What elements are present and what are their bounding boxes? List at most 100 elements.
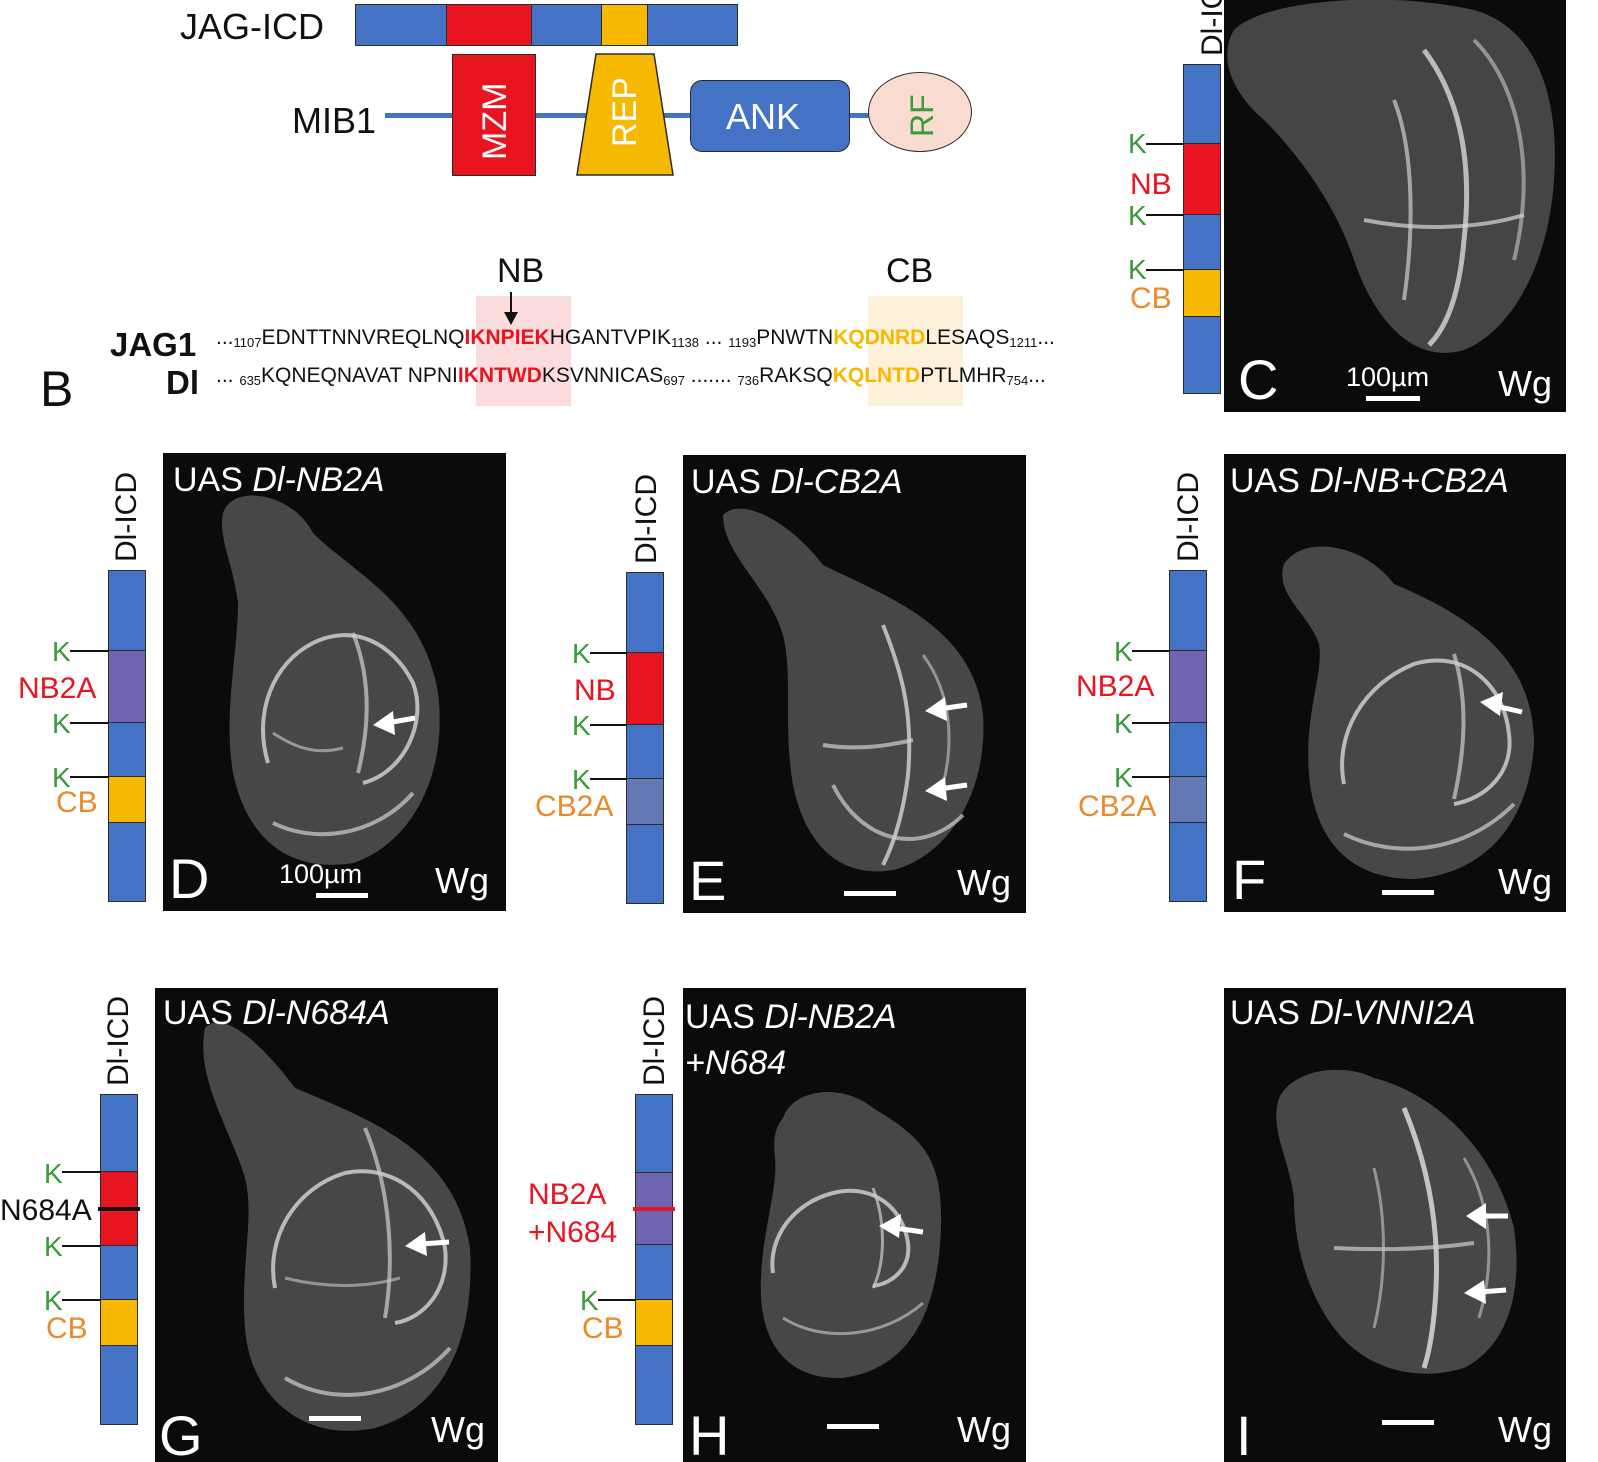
k-marker: K xyxy=(1128,200,1147,231)
panel-title-e: UAS Dl-CB2A xyxy=(691,463,903,501)
k-tick xyxy=(598,1299,636,1301)
arrow-icon xyxy=(925,777,968,801)
k-marker: K xyxy=(1114,708,1133,739)
wing-disc-g xyxy=(203,1022,471,1431)
wing-disc-image-i: UAS Dl-VNNI2A I Wg xyxy=(1224,988,1566,1462)
jag-icd-seg-yellow xyxy=(601,4,648,46)
cb-label: CB xyxy=(56,786,98,819)
scale-bar xyxy=(844,891,896,896)
scale-bar xyxy=(309,1416,361,1421)
dl-icd-vertical-label: Dl-ICD xyxy=(638,996,671,1086)
cb2a-label: CB2A xyxy=(535,790,614,823)
k-tick xyxy=(62,1171,101,1173)
bar-g-seg-3 xyxy=(100,1345,138,1425)
k-tick xyxy=(1146,214,1184,216)
k-tick xyxy=(1146,269,1184,271)
bar-e-cb2a xyxy=(626,778,664,825)
bar-c-seg-1 xyxy=(1183,64,1221,144)
k-marker: K xyxy=(572,710,591,741)
panel-letter-i: I xyxy=(1236,1404,1252,1462)
k-tick xyxy=(590,724,627,726)
scale-bar xyxy=(1382,890,1434,895)
rep-label: REP xyxy=(606,77,644,147)
k-tick xyxy=(1132,650,1170,652)
k-marker: K xyxy=(580,1285,599,1316)
bar-c-seg-3 xyxy=(1183,316,1221,394)
nb2a-label: NB2A xyxy=(18,672,97,705)
arrow-icon xyxy=(405,1232,450,1256)
jag-icd-seg-red xyxy=(446,4,532,46)
panel-letter-e: E xyxy=(689,849,727,912)
mib1-label: MIB1 xyxy=(292,100,377,141)
bar-f-cb2a xyxy=(1169,776,1207,823)
scale-bar-label: 100µm xyxy=(1346,362,1430,392)
bar-c-cb xyxy=(1183,269,1221,317)
panel-letter-c: C xyxy=(1238,348,1279,411)
k-marker: K xyxy=(52,708,71,739)
n684a-mark xyxy=(98,1207,140,1211)
k-marker: K xyxy=(1128,128,1147,159)
k-marker: K xyxy=(1114,636,1133,667)
dl-sequence: ... 635KQNEQNAVAT NPNIIKNTWDKSVNNICAS697… xyxy=(216,364,1046,388)
nb-label: NB xyxy=(574,674,616,707)
arrow-icon xyxy=(1480,692,1523,716)
cb-label: CB xyxy=(46,1312,88,1345)
cb-label: CB xyxy=(1130,282,1172,315)
k-marker: K xyxy=(572,638,591,669)
bar-c-seg-2 xyxy=(1183,214,1221,270)
dl-label: Dl xyxy=(166,364,199,401)
jag1-label: JAG1 xyxy=(110,326,197,363)
wing-disc-e xyxy=(723,508,984,872)
nb-highlight xyxy=(476,296,571,406)
wing-disc-image-e: UAS Dl-CB2A E Wg xyxy=(683,455,1026,913)
jag-icd-label: JAG-ICD xyxy=(180,6,324,47)
bar-e-seg-3 xyxy=(626,824,664,904)
bar-f-nb2a xyxy=(1169,650,1207,723)
panel-letter-d: D xyxy=(169,847,210,910)
k-tick xyxy=(1132,776,1170,778)
k-marker: K xyxy=(52,762,71,793)
cb-header: CB xyxy=(886,252,934,290)
wing-disc-image-c: C 100µm Wg xyxy=(1224,0,1566,412)
arrow-icon xyxy=(1464,1280,1507,1304)
panel-title-d: UAS Dl-NB2A xyxy=(173,461,385,499)
bar-f-seg-1 xyxy=(1169,570,1207,651)
panel-title-f: UAS Dl-NB+CB2A xyxy=(1230,462,1509,500)
scale-bar xyxy=(1366,396,1420,401)
ank-label: ANK xyxy=(726,96,801,137)
wing-disc-c xyxy=(1227,0,1555,353)
bar-d-seg-3 xyxy=(108,822,146,902)
arrow-icon xyxy=(925,697,968,721)
rep-domain xyxy=(576,53,674,176)
nb2a-label: NB2A xyxy=(528,1178,607,1211)
bar-h-cb xyxy=(635,1299,673,1346)
panel-letter-h: H xyxy=(689,1404,730,1462)
panel-letter-b: B xyxy=(40,361,74,417)
wing-disc-image-d: UAS Dl-NB2A D 100µm Wg xyxy=(163,453,506,911)
stain-label: Wg xyxy=(431,1409,485,1450)
cb-highlight xyxy=(868,296,963,406)
k-tick xyxy=(70,722,109,724)
jag-icd-seg-2 xyxy=(531,4,602,46)
k-tick xyxy=(62,1299,101,1301)
wing-disc-image-g: UAS Dl-N684A G Wg xyxy=(155,988,498,1462)
bar-f-seg-3 xyxy=(1169,822,1207,902)
bar-d-seg-2 xyxy=(108,722,146,777)
bar-g-seg-2 xyxy=(100,1245,138,1300)
wing-disc-d xyxy=(221,495,440,865)
panel-title-i: UAS Dl-VNNI2A xyxy=(1230,994,1476,1032)
dl-icd-vertical-label: Dl-ICD xyxy=(1172,472,1205,562)
k-tick xyxy=(70,650,109,652)
bar-g-cb xyxy=(100,1299,138,1346)
wing-disc-f xyxy=(1282,546,1534,879)
stain-label: Wg xyxy=(957,1409,1011,1450)
jag-icd-seg-3 xyxy=(647,4,738,46)
scale-bar xyxy=(827,1424,879,1429)
k-marker: K xyxy=(44,1231,63,1262)
arrow-icon xyxy=(879,1214,924,1238)
k-tick xyxy=(1146,143,1184,145)
bar-f-seg-2 xyxy=(1169,722,1207,777)
scale-bar xyxy=(316,893,368,898)
cb2a-label: CB2A xyxy=(1078,790,1157,823)
scale-bar xyxy=(1382,1420,1434,1425)
